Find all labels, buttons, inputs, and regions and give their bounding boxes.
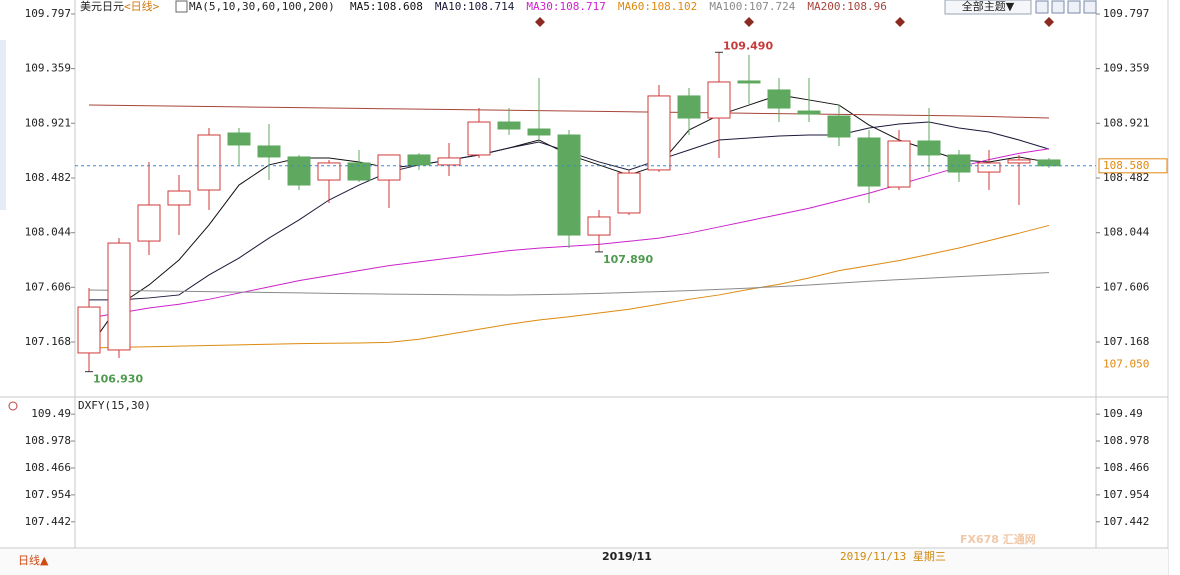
y-tick-label: 107.606 [25,280,71,293]
annotation: 109.490 [723,39,773,52]
y-tick-label: 109.359 [1103,62,1149,75]
candle-body [107,242,131,351]
y-tick-label: 108.978 [25,434,71,447]
tool-icon[interactable] [1035,0,1049,14]
y-tick-label: 109.797 [25,7,71,20]
candle-body [617,172,641,214]
tool-icon[interactable] [1067,0,1081,14]
candle-body [737,80,761,84]
month-label: 2019/11 [602,550,652,563]
price-mark-label: 108.580 [1103,159,1149,172]
indicator-icon [175,0,188,13]
candle-body [647,95,671,171]
tool-icon[interactable] [1083,0,1097,14]
theme-button[interactable] [944,0,1032,15]
candle-body [827,115,851,138]
legend-entry: MA10:108.714 [435,0,515,13]
footer-bar [0,549,1168,575]
symbol: 美元日元 [80,0,124,13]
candle-body [257,145,281,158]
legend-entry: MA60:108.102 [618,0,697,13]
indicator: MA(5,10,30,60,100,200) [189,0,335,13]
legend-entry: MA200:108.96 [807,0,886,13]
annotation: 106.930 [93,373,143,386]
candle-body [77,306,101,354]
candle-body [467,121,491,156]
candle-body [707,81,731,119]
y-tick-label: 108.466 [25,461,71,474]
candle-body [377,154,401,181]
candle-body [317,162,341,181]
y-tick-label: 108.044 [1103,226,1150,239]
candle-body [287,156,311,186]
panel-title: DXFY(15,30) [78,399,151,412]
event-marker[interactable] [744,17,754,27]
y-tick-label: 109.49 [1103,407,1143,420]
y-tick-label: 108.044 [25,226,72,239]
price-box [1098,158,1168,174]
event-marker[interactable] [535,17,545,27]
annotation: 107.890 [603,253,653,266]
y-tick-label: 109.797 [1103,7,1149,20]
y-tick-label: 107.954 [25,488,72,501]
tool-icon[interactable] [1051,0,1065,14]
y-tick-label: 107.606 [1103,280,1149,293]
candle-body [527,128,551,136]
panel-icon [8,401,18,411]
period-button[interactable]: 日线▲ [18,553,49,567]
y-tick-label: 109.49 [31,407,71,420]
y-tick-label: 107.168 [25,335,71,348]
candle-body [797,110,821,115]
y-tick-label: 108.978 [1103,434,1149,447]
y-tick-label: 108.921 [25,116,71,129]
candle-body [137,204,161,242]
event-marker[interactable] [895,17,905,27]
candle-body [497,121,521,130]
candle-body [887,140,911,188]
candle-body [1037,159,1061,167]
candle-body [347,162,371,181]
y-tick-label: 108.482 [25,171,71,184]
price-mark-label: 107.050 [1103,358,1149,371]
candle-body [1007,159,1031,164]
y-tick-label: 107.168 [1103,335,1149,348]
legend-entry: MA100:107.724 [709,0,795,13]
event-markers [535,17,1054,27]
y-tick-label: 107.442 [1103,515,1149,528]
event-marker[interactable] [1044,17,1054,27]
y-tick-label: 109.359 [25,62,71,75]
date-label: 2019/11/13 星期三 [840,550,946,563]
candle-body [167,190,191,206]
y-tick-label: 107.442 [25,515,71,528]
candle-body [437,157,461,166]
toolbar-icons [1035,0,1097,14]
candle-body [917,140,941,156]
period: <日线> [124,0,160,13]
ma-line [88,224,1050,349]
candle-body [947,154,971,173]
candle-body [407,154,431,166]
legend-entry: MA30:108.717 [526,0,605,13]
candle-body [977,162,1001,173]
candle-body [197,134,221,191]
y-tick-label: 108.466 [1103,461,1149,474]
legend-entry: MA5:108.608 [350,0,423,13]
candle-body [677,95,701,119]
side-strip [0,40,6,210]
candle-body [227,132,251,146]
y-tick-label: 108.482 [1103,171,1149,184]
ma-line [88,272,1050,296]
candle-body [767,89,791,109]
candle-body [587,216,611,236]
ma-line [88,104,1050,119]
theme-button-label[interactable]: 全部主题▼ [962,0,1015,13]
watermark: FX678 汇通网 [960,533,1036,546]
candle-body [857,137,881,187]
candle-body [557,134,581,236]
y-tick-label: 107.954 [1103,488,1150,501]
y-tick-label: 108.921 [1103,116,1149,129]
